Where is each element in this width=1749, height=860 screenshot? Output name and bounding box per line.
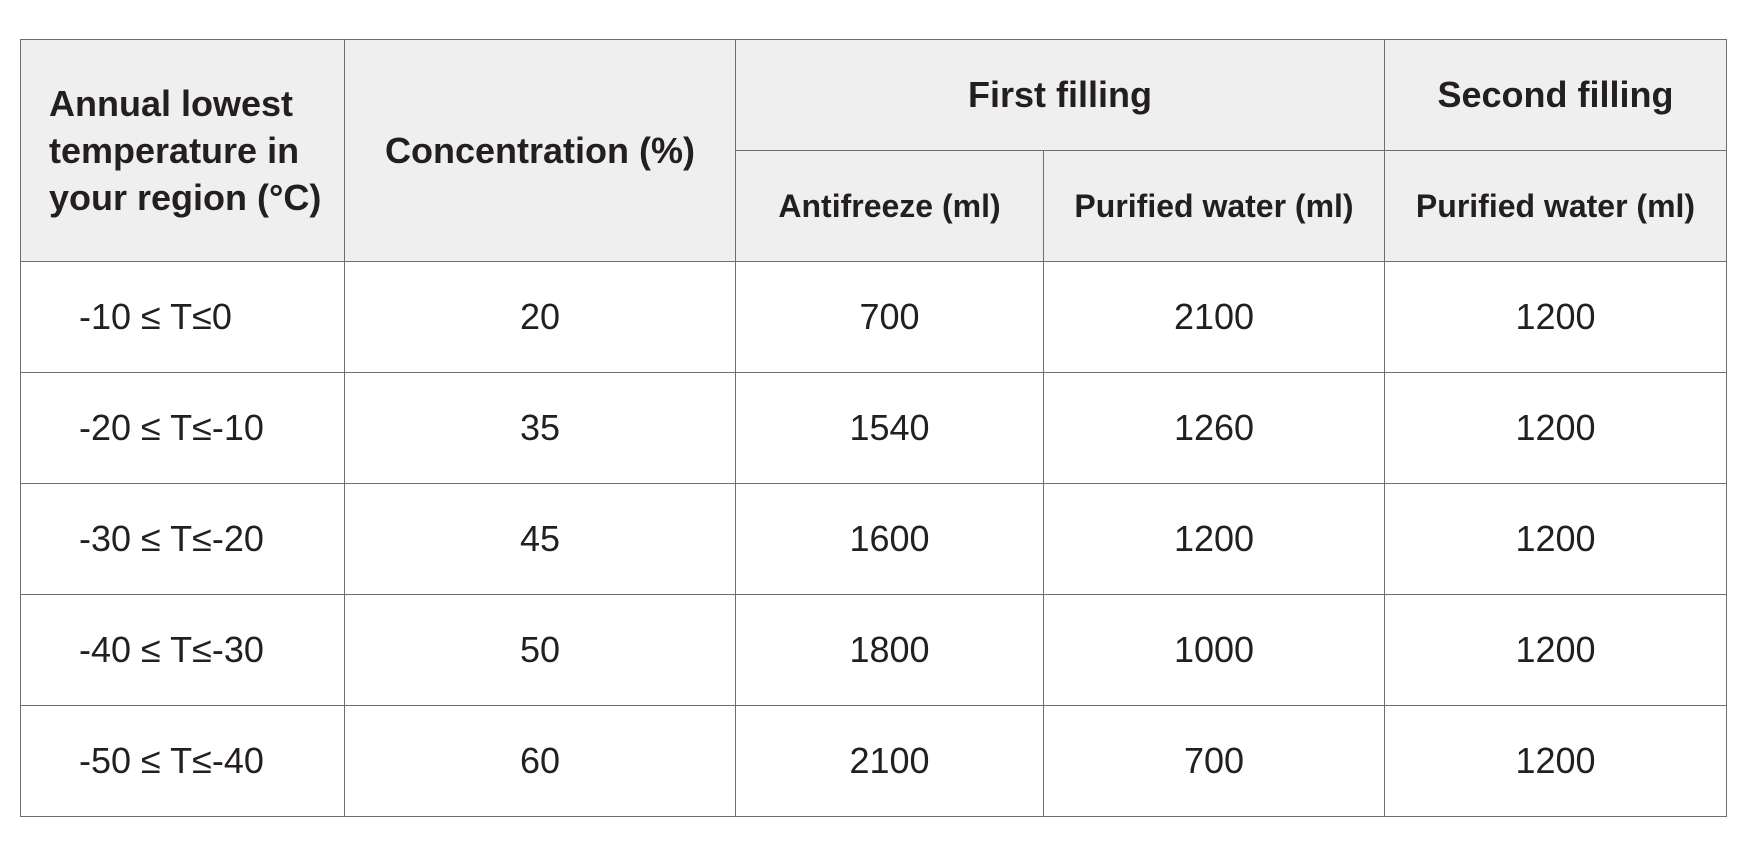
- cell-first-purified-water: 700: [1043, 705, 1385, 817]
- header-second-filling: Second filling: [1384, 39, 1727, 151]
- cell-antifreeze: 700: [735, 261, 1044, 373]
- header-first-antifreeze: Antifreeze (ml): [735, 150, 1044, 262]
- cell-second-purified-water: 1200: [1384, 261, 1727, 373]
- table-row: -30 ≤ T≤-20 45 1600 1200 1200: [20, 483, 1727, 595]
- table-row: -50 ≤ T≤-40 60 2100 700 1200: [20, 705, 1727, 817]
- cell-antifreeze: 1600: [735, 483, 1044, 595]
- header-second-purified-water: Purified water (ml): [1384, 150, 1727, 262]
- header-row-top: Annual lowest temperature in your region…: [20, 39, 1727, 262]
- header-first-filling: First filling: [735, 39, 1385, 151]
- cell-temperature: -40 ≤ T≤-30: [20, 594, 345, 706]
- cell-antifreeze: 1800: [735, 594, 1044, 706]
- cell-first-purified-water: 1000: [1043, 594, 1385, 706]
- table-body: -10 ≤ T≤0 20 700 2100 1200 -20 ≤ T≤-10 3…: [20, 261, 1727, 817]
- cell-first-purified-water: 1200: [1043, 483, 1385, 595]
- cell-second-purified-water: 1200: [1384, 594, 1727, 706]
- cell-concentration: 35: [344, 372, 736, 484]
- header-temperature: Annual lowest temperature in your region…: [20, 39, 345, 262]
- table-row: -20 ≤ T≤-10 35 1540 1260 1200: [20, 372, 1727, 484]
- cell-concentration: 20: [344, 261, 736, 373]
- table-row: -40 ≤ T≤-30 50 1800 1000 1200: [20, 594, 1727, 706]
- cell-antifreeze: 1540: [735, 372, 1044, 484]
- header-first-purified-water: Purified water (ml): [1043, 150, 1385, 262]
- cell-concentration: 45: [344, 483, 736, 595]
- cell-concentration: 60: [344, 705, 736, 817]
- cell-concentration: 50: [344, 594, 736, 706]
- cell-antifreeze: 2100: [735, 705, 1044, 817]
- cell-first-purified-water: 2100: [1043, 261, 1385, 373]
- header-concentration: Concentration (%): [344, 39, 736, 262]
- cell-second-purified-water: 1200: [1384, 483, 1727, 595]
- cell-second-purified-water: 1200: [1384, 705, 1727, 817]
- cell-temperature: -50 ≤ T≤-40: [20, 705, 345, 817]
- cell-temperature: -30 ≤ T≤-20: [20, 483, 345, 595]
- table-row: -10 ≤ T≤0 20 700 2100 1200: [20, 261, 1727, 373]
- header-row-sub: Antifreeze (ml) Purified water (ml) Puri…: [21, 150, 1727, 262]
- cell-first-purified-water: 1260: [1043, 372, 1385, 484]
- cell-temperature: -20 ≤ T≤-10: [20, 372, 345, 484]
- table-header: Annual lowest temperature in your region…: [20, 39, 1727, 262]
- antifreeze-mix-table: Annual lowest temperature in your region…: [20, 39, 1727, 817]
- cell-temperature: -10 ≤ T≤0: [20, 261, 345, 373]
- cell-second-purified-water: 1200: [1384, 372, 1727, 484]
